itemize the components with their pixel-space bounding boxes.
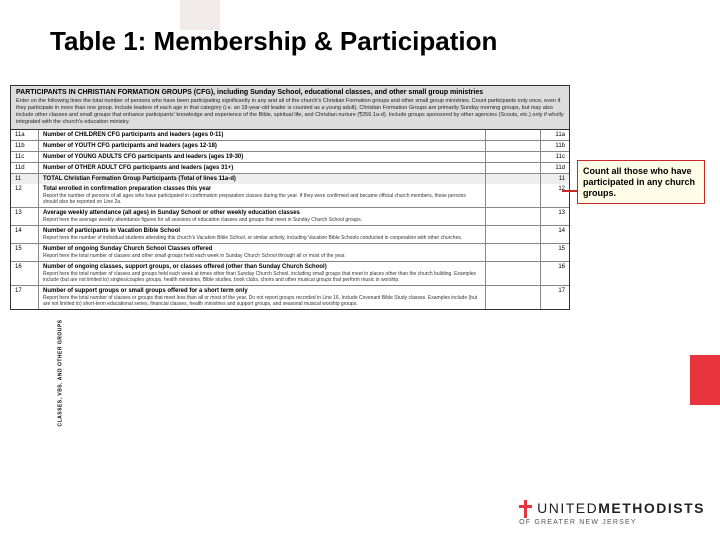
row-number: 11b: [11, 141, 39, 151]
membership-table: PARTICIPANTS IN CHRISTIAN FORMATION GROU…: [10, 85, 570, 310]
row-number-right: 11d: [541, 163, 569, 173]
section-header-desc: Enter on the following lines the total n…: [16, 98, 564, 126]
section-header-title: PARTICIPANTS IN CHRISTIAN FORMATION GROU…: [16, 89, 483, 96]
row-text: Number of support groups or small groups…: [39, 286, 486, 309]
row-text: Total enrolled in confirmation preparati…: [39, 184, 486, 207]
row-number-right: 12: [541, 184, 569, 207]
row-number-right: 14: [541, 226, 569, 243]
row-number-right: 11b: [541, 141, 569, 151]
table-row: 11dNumber of OTHER ADULT CFG participant…: [11, 163, 569, 174]
row-value: [486, 208, 541, 225]
logo-main-text: UNITEDMETHODISTS: [537, 500, 705, 516]
logo-sub-text: OF GREATER NEW JERSEY: [519, 519, 705, 526]
table-row: 11bNumber of YOUTH CFG participants and …: [11, 141, 569, 152]
row-number: 11a: [11, 130, 39, 140]
row-number: 15: [11, 244, 39, 261]
callout-box: Count all those who have participated in…: [577, 160, 705, 204]
page-title: Table 1: Membership & Participation: [50, 27, 497, 57]
table-row: 14Number of participants in Vacation Bib…: [11, 226, 569, 244]
row-number: 11: [11, 174, 39, 184]
row-value: [486, 244, 541, 261]
row-number: 17: [11, 286, 39, 309]
table-row: 15Number of ongoing Sunday Church School…: [11, 244, 569, 262]
table-row: 12Total enrolled in confirmation prepara…: [11, 184, 569, 208]
row-number-right: 11a: [541, 130, 569, 140]
row-text: Average weekly attendance (all ages) in …: [39, 208, 486, 225]
section-header-cfg: PARTICIPANTS IN CHRISTIAN FORMATION GROU…: [11, 86, 569, 130]
table-row: 16Number of ongoing classes, support gro…: [11, 262, 569, 286]
row-text: Number of YOUTH CFG participants and lea…: [39, 141, 486, 151]
cross-icon: [519, 500, 532, 518]
table-row: 11TOTAL Christian Formation Group Partic…: [11, 174, 569, 184]
row-number: 11c: [11, 152, 39, 162]
row-number: 16: [11, 262, 39, 285]
vertical-label-classes: CLASSES, VBS, AND OTHER GROUPS: [58, 319, 64, 426]
row-number-right: 17: [541, 286, 569, 309]
row-number-right: 16: [541, 262, 569, 285]
row-number-right: 11c: [541, 152, 569, 162]
row-text: Number of YOUNG ADULTS CFG participants …: [39, 152, 486, 162]
row-number: 14: [11, 226, 39, 243]
row-text: Number of ongoing classes, support group…: [39, 262, 486, 285]
row-number: 13: [11, 208, 39, 225]
table-row: 11cNumber of YOUNG ADULTS CFG participan…: [11, 152, 569, 163]
table-row: 11aNumber of CHILDREN CFG participants a…: [11, 130, 569, 141]
row-number: 12: [11, 184, 39, 207]
row-number-right: 15: [541, 244, 569, 261]
row-number: 11d: [11, 163, 39, 173]
row-value: [486, 152, 541, 162]
row-text: Number of participants in Vacation Bible…: [39, 226, 486, 243]
row-value: [486, 262, 541, 285]
row-text: Number of CHILDREN CFG participants and …: [39, 130, 486, 140]
decorative-block-right: [690, 355, 720, 405]
row-value: [486, 184, 541, 207]
row-text: TOTAL Christian Formation Group Particip…: [39, 174, 486, 184]
row-value: [486, 130, 541, 140]
row-value: [486, 286, 541, 309]
row-number-right: 11: [541, 174, 569, 184]
row-text: Number of ongoing Sunday Church School C…: [39, 244, 486, 261]
row-number-right: 13: [541, 208, 569, 225]
row-value: [486, 141, 541, 151]
logo: UNITEDMETHODISTS OF GREATER NEW JERSEY: [519, 500, 705, 526]
row-value: [486, 163, 541, 173]
row-value: [486, 226, 541, 243]
row-text: Number of OTHER ADULT CFG participants a…: [39, 163, 486, 173]
table-row: 17Number of support groups or small grou…: [11, 286, 569, 309]
table-row: 13Average weekly attendance (all ages) i…: [11, 208, 569, 226]
row-value: [486, 174, 541, 184]
callout-connector: [562, 190, 578, 192]
